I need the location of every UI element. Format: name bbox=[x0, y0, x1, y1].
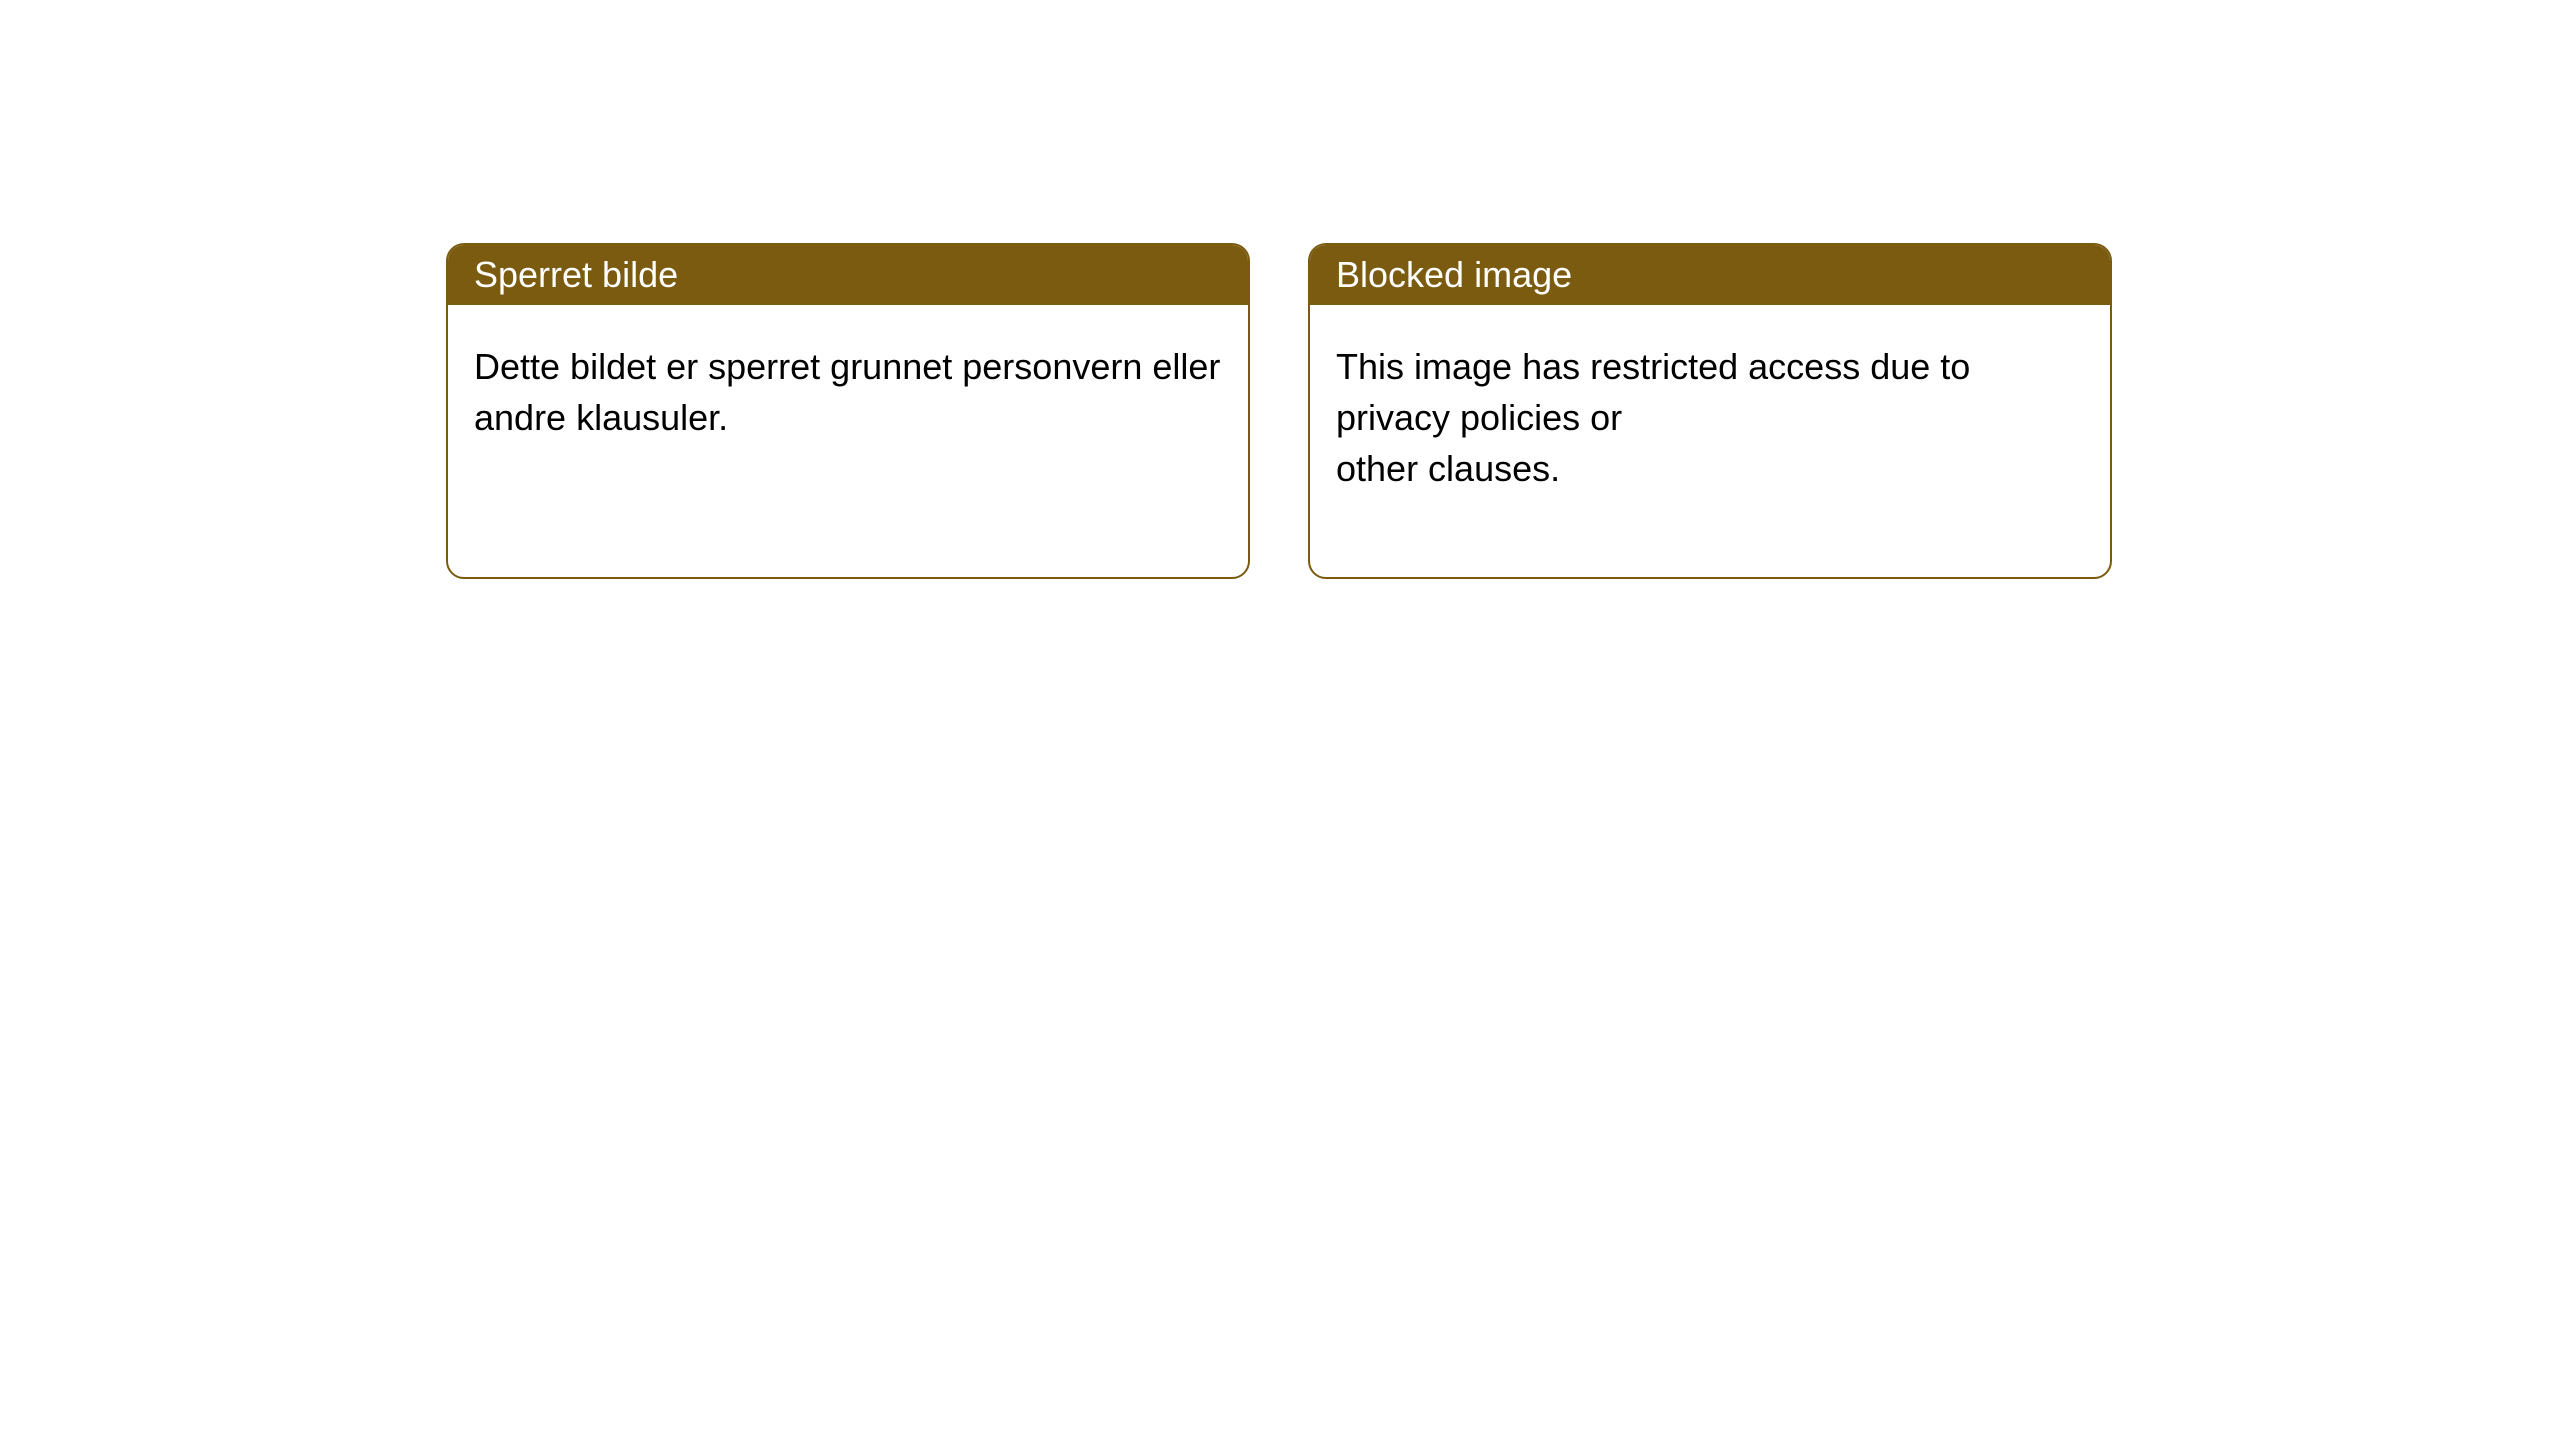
notice-header-english: Blocked image bbox=[1310, 245, 2110, 305]
notice-container: Sperret bilde Dette bildet er sperret gr… bbox=[446, 243, 2112, 579]
notice-card-english: Blocked image This image has restricted … bbox=[1308, 243, 2112, 579]
notice-card-norwegian: Sperret bilde Dette bildet er sperret gr… bbox=[446, 243, 1250, 579]
notice-body-english: This image has restricted access due to … bbox=[1310, 305, 2110, 530]
notice-header-norwegian: Sperret bilde bbox=[448, 245, 1248, 305]
notice-body-norwegian: Dette bildet er sperret grunnet personve… bbox=[448, 305, 1248, 479]
